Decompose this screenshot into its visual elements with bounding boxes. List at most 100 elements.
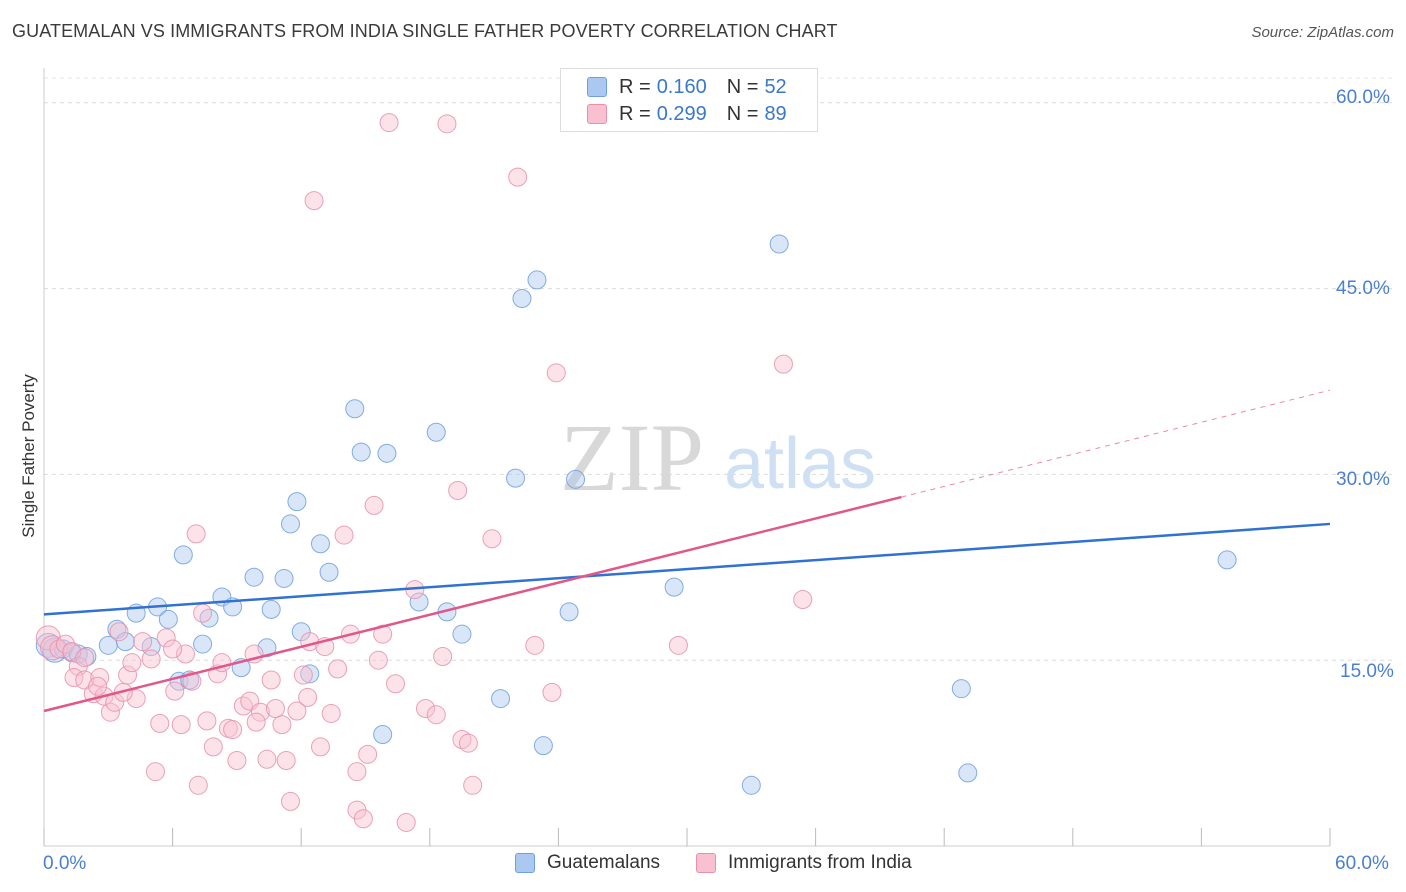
legend-row-guatemalans: R = 0.160 N = 52: [587, 75, 787, 99]
data-point: [525, 635, 545, 655]
data-point: [463, 775, 483, 795]
stats-legend: R = 0.160 N = 52 R = 0.299 N = 89: [560, 68, 818, 132]
data-point: [261, 670, 281, 690]
data-point: [75, 648, 95, 668]
data-point: [328, 659, 348, 679]
data-point: [265, 699, 285, 719]
data-point: [261, 599, 281, 619]
trend-line: [43, 522, 1331, 616]
data-point: [334, 525, 354, 545]
data-point: [512, 288, 532, 308]
series-0-points: [35, 234, 1237, 795]
y-tick-label: 15.0%: [1340, 661, 1394, 682]
data-point: [122, 653, 142, 673]
data-point: [321, 703, 341, 723]
data-point: [165, 681, 185, 701]
data-point: [559, 602, 579, 622]
data-point: [88, 676, 108, 696]
watermark-atlas: atlas: [724, 424, 876, 504]
data-point: [199, 608, 219, 628]
data-point: [373, 725, 393, 745]
watermark-zip: ZIP: [560, 404, 704, 511]
data-point: [409, 592, 429, 612]
data-point: [115, 632, 135, 652]
legend-n-label: N =: [726, 102, 759, 125]
legend-n-value: 89: [764, 102, 787, 125]
data-point: [527, 270, 547, 290]
y-tick-label: 45.0%: [1336, 278, 1390, 299]
data-point: [257, 749, 277, 769]
bottom-legend-india: Immigrants from India: [696, 852, 912, 874]
data-point: [958, 763, 978, 783]
x-tick-label-right: 60.0%: [1335, 853, 1389, 874]
data-point: [203, 737, 223, 757]
x-tick-label-left: 0.0%: [43, 853, 87, 874]
data-points: [35, 113, 1237, 832]
data-point: [546, 363, 566, 383]
data-point: [145, 762, 165, 782]
data-point: [347, 762, 367, 782]
series-1-points: [35, 113, 813, 832]
data-point: [197, 711, 217, 731]
legend-r-value: 0.160: [656, 75, 707, 98]
data-point: [368, 650, 388, 670]
data-point: [55, 634, 75, 654]
data-point: [377, 443, 397, 463]
data-point: [300, 664, 320, 684]
y-tick-label: 30.0%: [1336, 469, 1390, 490]
data-point: [223, 720, 243, 740]
data-point: [141, 649, 161, 669]
data-point: [109, 622, 129, 642]
data-point: [773, 354, 793, 374]
data-point: [433, 646, 453, 666]
data-point: [426, 422, 446, 442]
trend-lines: [43, 389, 1331, 713]
data-point: [668, 635, 688, 655]
data-point: [186, 524, 206, 544]
data-point: [171, 715, 191, 735]
data-point: [452, 729, 472, 749]
data-point: [506, 468, 526, 488]
data-point: [741, 775, 761, 795]
data-point: [319, 562, 339, 582]
data-point: [542, 682, 562, 702]
data-point: [304, 191, 324, 211]
bottom-legend-swatch-blue: [515, 853, 535, 873]
data-point: [508, 167, 528, 187]
data-point: [482, 529, 502, 549]
bottom-legend-label: Immigrants from India: [728, 852, 912, 873]
data-point: [458, 733, 478, 753]
legend-swatch-pink: [587, 104, 607, 124]
data-point: [35, 625, 61, 651]
chart-title: GUATEMALAN VS IMMIGRANTS FROM INDIA SING…: [12, 21, 838, 41]
data-point: [250, 702, 270, 722]
data-point: [227, 751, 247, 771]
data-point: [769, 234, 789, 254]
legend-n-value: 52: [764, 75, 787, 98]
data-point: [664, 577, 684, 597]
data-point: [448, 480, 468, 500]
data-point: [150, 713, 170, 733]
data-point: [244, 567, 264, 587]
data-point: [163, 639, 183, 659]
data-point: [287, 492, 307, 512]
data-point: [373, 624, 393, 644]
data-point: [276, 751, 296, 771]
bottom-legend-guatemalans: Guatemalans: [515, 852, 660, 874]
data-point: [379, 113, 399, 133]
data-point: [386, 674, 406, 694]
data-point: [358, 744, 378, 764]
data-point: [452, 624, 472, 644]
data-point: [193, 634, 213, 654]
bottom-legend-label: Guatemalans: [547, 852, 661, 873]
bottom-legend-swatch-pink: [696, 853, 716, 873]
y-tick-label: 60.0%: [1336, 87, 1390, 108]
data-point: [566, 469, 586, 489]
data-point: [298, 687, 318, 707]
data-point: [310, 737, 330, 757]
data-point: [345, 399, 365, 419]
data-point: [533, 736, 553, 756]
data-point: [426, 705, 446, 725]
data-point: [793, 589, 813, 609]
data-point: [280, 791, 300, 811]
